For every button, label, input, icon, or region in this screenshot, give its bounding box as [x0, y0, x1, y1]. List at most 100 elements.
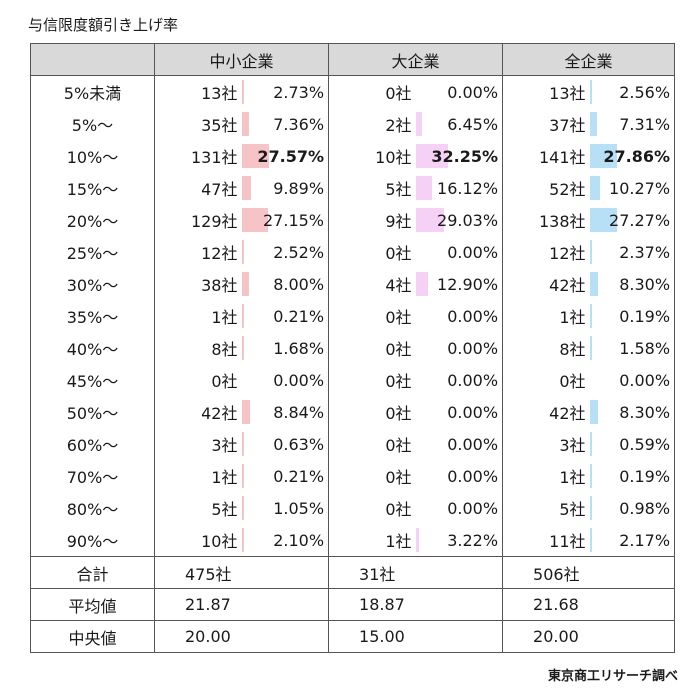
all-pct: 2.56% [619, 82, 671, 102]
summary-row: 合計 475社 31社 506社 [30, 556, 676, 589]
large-count: 5社 [328, 172, 416, 204]
sme-pct: 27.57% [257, 146, 325, 166]
sme-pct-cell: 2.73% [241, 76, 329, 109]
summary-all: 506社 [502, 556, 676, 589]
all-pct: 10.27% [609, 178, 671, 198]
row-label: 35%～ [30, 300, 155, 332]
all-pct-cell: 10.27% [589, 172, 676, 204]
large-pct: 0.00% [447, 402, 499, 422]
all-pct-cell: 2.37% [589, 236, 676, 268]
all-pct-bar [589, 144, 618, 168]
large-count: 0社 [328, 332, 416, 364]
all-pct-bar [589, 208, 617, 232]
all-count: 37社 [502, 108, 590, 140]
large-count: 10社 [328, 140, 416, 172]
summary-label: 中央値 [30, 620, 155, 653]
all-pct-cell: 0.19% [589, 460, 676, 492]
all-count: 1社 [502, 300, 590, 332]
sme-pct: 7.36% [273, 114, 325, 134]
large-count: 0社 [328, 300, 416, 332]
row-label: 15%～ [30, 172, 155, 204]
large-pct-bar [415, 528, 419, 552]
sme-pct-cell: 1.05% [241, 492, 329, 524]
large-pct: 29.03% [437, 210, 499, 230]
sme-pct: 0.00% [273, 370, 325, 390]
all-count: 0社 [502, 364, 590, 396]
all-pct: 2.17% [619, 530, 671, 550]
sme-pct-bar [241, 432, 244, 456]
all-count: 12社 [502, 236, 590, 268]
all-pct-cell: 0.59% [589, 428, 676, 460]
large-count: 0社 [328, 75, 416, 108]
sme-pct-cell: 2.10% [241, 524, 329, 557]
sme-pct-cell: 0.00% [242, 364, 329, 396]
large-pct-cell: 16.12% [415, 172, 503, 204]
all-pct-cell: 0.98% [589, 492, 676, 524]
sme-pct: 1.05% [273, 498, 325, 518]
header-blank [30, 43, 155, 76]
large-pct: 0.00% [447, 306, 499, 326]
all-pct: 0.19% [619, 306, 671, 326]
table-row: 90%～ 10社 2.10% 1社 3.22% 11社 2.17% [30, 524, 676, 557]
sme-count: 47社 [201, 180, 238, 199]
sme-pct-cell: 0.63% [241, 428, 329, 460]
all-pct-bar [589, 240, 592, 264]
sme-pct-cell: 0.21% [241, 300, 329, 332]
row-label: 45%～ [30, 364, 155, 396]
large-pct: 0.00% [447, 242, 499, 262]
all-pct-bar [589, 528, 592, 552]
summary-row: 中央値 20.00 15.00 20.00 [30, 620, 676, 653]
row-label: 20%～ [30, 204, 155, 236]
all-pct-cell: 2.17% [589, 524, 676, 557]
all-pct-cell: 27.86% [589, 140, 676, 172]
sme-count: 10社 [154, 524, 242, 557]
row-label: 30%～ [30, 268, 155, 300]
large-pct-cell: 0.00% [416, 492, 503, 524]
sme-pct-cell: 27.57% [241, 140, 329, 172]
all-pct-cell: 2.56% [589, 75, 676, 108]
large-pct: 12.90% [437, 274, 499, 294]
row-label: 60%～ [30, 428, 155, 460]
all-pct-bar [589, 336, 592, 360]
sme-pct-bar [241, 464, 244, 488]
row-label: 70%～ [30, 460, 155, 492]
all-count: 138社 [502, 204, 590, 236]
sme-count: 12社 [201, 244, 238, 263]
table-row: 20%～ 129社 27.15% 9社 29.03% 138社 27.27% [30, 204, 676, 236]
all-count: 1社 [502, 460, 590, 492]
sme-pct: 8.00% [273, 274, 325, 294]
row-label: 40%～ [30, 332, 155, 364]
large-pct: 16.12% [437, 178, 499, 198]
sme-pct-bar [241, 112, 249, 136]
large-pct-cell: 0.00% [416, 396, 503, 428]
sme-pct: 8.84% [273, 402, 325, 422]
large-pct-cell: 0.00% [416, 236, 503, 268]
sme-pct-cell: 1.68% [241, 332, 329, 364]
all-pct: 0.19% [619, 466, 671, 486]
row-label: 25%～ [30, 236, 155, 268]
all-pct-bar [589, 432, 592, 456]
summary-large: 15.00 [328, 620, 503, 653]
all-pct: 27.86% [603, 146, 671, 166]
sme-pct-bar [241, 272, 250, 296]
all-count: 13社 [502, 75, 590, 108]
table-row: 10%～ 131社 27.57% 10社 32.25% 141社 27.86% [30, 140, 676, 172]
table-row: 60%～ 3社 0.63% 0社 0.00% 3社 0.59% [30, 428, 676, 460]
sme-pct-cell: 9.89% [241, 172, 329, 204]
row-label: 10%～ [30, 140, 155, 172]
large-count: 0社 [328, 492, 416, 524]
large-pct: 3.22% [447, 530, 499, 550]
large-pct-cell: 0.00% [416, 460, 503, 492]
all-pct-bar [589, 80, 593, 104]
all-count: 141社 [502, 140, 590, 172]
all-pct-bar [589, 304, 592, 328]
sme-pct: 2.73% [273, 82, 325, 102]
sme-pct-bar [241, 80, 245, 104]
sme-pct-bar [241, 208, 269, 232]
summary-label: 合計 [30, 556, 155, 589]
large-pct-cell: 0.00% [416, 332, 503, 364]
large-pct-bar [415, 208, 445, 232]
summary-all: 21.68 [502, 588, 676, 621]
large-pct: 0.00% [447, 82, 499, 102]
summary-large: 31社 [328, 556, 503, 589]
